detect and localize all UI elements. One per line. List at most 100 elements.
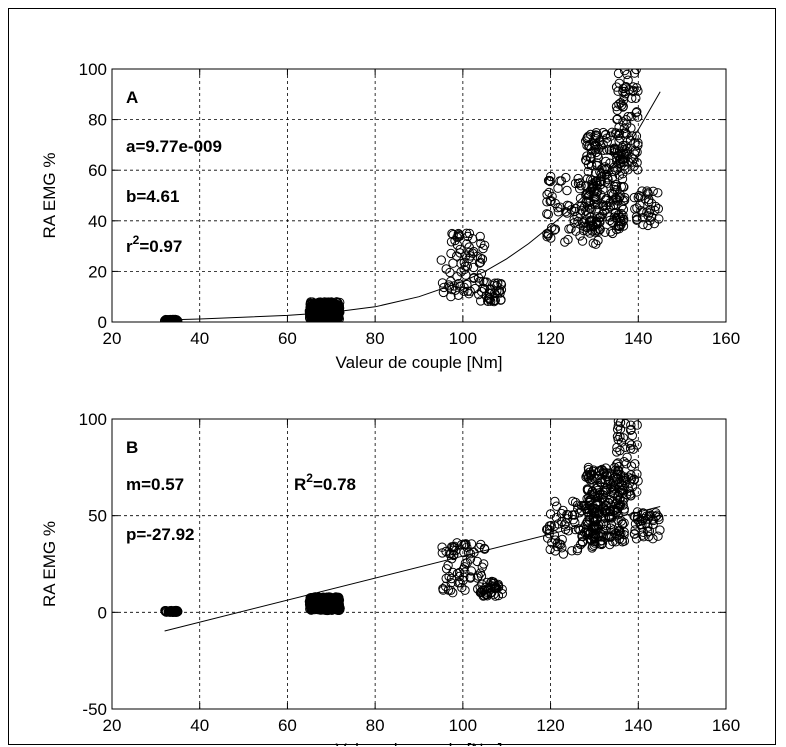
- data-point: [571, 226, 581, 236]
- x-tick-label: 140: [624, 716, 652, 735]
- data-point: [309, 307, 319, 317]
- data-point: [457, 582, 467, 593]
- data-point: [623, 111, 633, 122]
- data-point: [601, 530, 611, 541]
- data-point: [628, 85, 638, 96]
- data-point: [493, 581, 503, 591]
- data-point: [618, 214, 629, 225]
- y-tick-label: -50: [82, 700, 107, 719]
- data-point: [458, 564, 469, 574]
- data-point: [606, 227, 616, 237]
- data-point: [475, 568, 486, 578]
- data-point: [478, 243, 488, 254]
- data-point: [312, 593, 322, 604]
- data-point: [600, 227, 610, 238]
- fit-line: [164, 91, 661, 321]
- figure-frame: 20 40 60 80 100 120 140 160 0 20 40 60 80 100 Valeur d…: [8, 8, 776, 746]
- data-point: [592, 212, 602, 222]
- data-point: [583, 520, 593, 530]
- data-point: [564, 224, 574, 234]
- data-point: [436, 255, 446, 265]
- data-point: [479, 559, 489, 569]
- data-point: [326, 604, 336, 614]
- data-point: [601, 520, 611, 531]
- data-point: [598, 200, 609, 210]
- data-point: [474, 542, 484, 553]
- data-point: [618, 475, 629, 486]
- data-point: [611, 474, 622, 484]
- data-point: [591, 515, 601, 525]
- data-point: [453, 228, 464, 239]
- x-tick-label: 100: [449, 716, 477, 735]
- annotation: p=-27.92: [126, 525, 195, 544]
- data-point: [590, 141, 600, 151]
- data-point: [552, 541, 562, 552]
- data-point: [478, 276, 488, 287]
- data-point: [642, 186, 652, 196]
- data-point: [563, 234, 573, 245]
- data-point: [586, 217, 596, 227]
- data-point: [562, 185, 572, 196]
- data-point: [474, 289, 484, 300]
- data-point: [459, 547, 469, 558]
- data-point: [447, 554, 457, 564]
- data-point: [557, 534, 567, 545]
- data-point: [437, 542, 447, 552]
- data-point: [619, 182, 629, 192]
- data-point: [632, 420, 642, 430]
- data-point: [478, 283, 488, 293]
- data-point: [592, 199, 602, 210]
- data-point: [612, 447, 622, 457]
- x-tick-label: 160: [712, 716, 740, 735]
- data-point: [464, 289, 474, 299]
- data-point: [170, 606, 181, 616]
- data-point: [460, 540, 470, 550]
- data-point: [626, 420, 636, 430]
- data-point: [626, 424, 636, 435]
- data-point: [591, 217, 601, 227]
- data-point: [455, 244, 465, 255]
- data-point: [581, 206, 591, 216]
- data-point: [476, 238, 486, 249]
- data-point: [618, 95, 629, 106]
- annotation: b=4.61: [126, 187, 179, 206]
- data-point: [543, 209, 553, 220]
- data-point: [613, 164, 623, 174]
- data-point: [468, 262, 479, 273]
- data-point: [474, 258, 485, 268]
- data-point: [619, 518, 629, 528]
- data-point: [553, 183, 563, 193]
- data-point: [630, 459, 640, 469]
- data-point: [543, 230, 553, 240]
- data-point: [550, 224, 561, 234]
- data-point: [462, 261, 472, 271]
- data-point: [575, 209, 586, 219]
- data-point: [586, 175, 596, 185]
- data-point: [464, 247, 474, 258]
- data-point: [611, 498, 621, 509]
- data-point: [590, 504, 601, 514]
- data-point: [553, 203, 563, 213]
- data-point: [449, 541, 460, 551]
- data-point: [636, 192, 646, 202]
- data-point: [583, 131, 593, 142]
- data-point: [592, 160, 602, 171]
- y-axis-label: RA EMG %: [40, 521, 59, 607]
- data-point: [581, 215, 591, 225]
- data-point: [319, 313, 329, 322]
- data-point: [585, 129, 596, 140]
- data-point: [629, 192, 639, 203]
- data-point: [462, 239, 472, 249]
- data-point: [609, 212, 620, 222]
- data-point: [584, 467, 595, 477]
- x-tick-label: 160: [712, 329, 740, 348]
- data-point: [643, 220, 653, 231]
- y-tick-label: 100: [79, 60, 107, 79]
- data-point: [618, 204, 629, 215]
- data-point: [654, 214, 664, 224]
- data-point: [618, 102, 628, 112]
- data-point: [621, 115, 631, 125]
- data-point: [602, 137, 612, 147]
- data-point: [633, 112, 643, 122]
- data-point: [600, 177, 610, 187]
